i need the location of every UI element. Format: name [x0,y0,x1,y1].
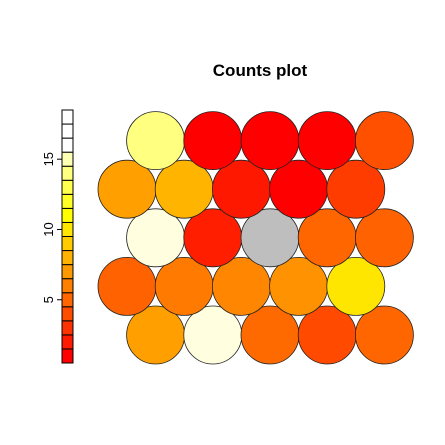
som-cell [354,208,414,268]
som-cell [354,305,414,365]
som-cell [297,305,357,365]
som-cell [240,305,300,365]
legend-swatch [61,151,74,167]
som-cell [269,256,329,316]
legend-tick-label: 10 [41,222,56,236]
legend-swatch [61,292,74,308]
som-cell [326,159,386,219]
legend-swatch [61,221,74,237]
som-cell [297,111,357,171]
som-cell [97,256,157,316]
legend-tick-label: 5 [41,296,56,303]
legend-swatch [61,179,74,195]
som-cell [126,208,186,268]
legend-swatch [61,306,74,322]
som-cell [354,111,414,171]
legend-swatch [61,264,74,280]
color-legend [61,109,74,364]
legend-swatch [61,109,74,125]
som-cell [297,208,357,268]
som-cell [211,159,271,219]
chart-title: Counts plot [213,61,308,80]
legend-swatch [61,137,74,153]
legend-swatch [61,334,74,350]
som-cell [240,111,300,171]
som-cell [183,208,243,268]
legend-swatch [61,193,74,209]
som-cell [326,256,386,316]
legend-axis: 5 10 15 [41,152,62,303]
som-cell [240,208,300,268]
som-cell [211,256,271,316]
legend-swatch [61,236,74,252]
som-cell [154,159,214,219]
som-cell [269,159,329,219]
legend-swatch [61,250,74,266]
som-grid [97,111,414,365]
som-cell [126,111,186,171]
som-cell [97,159,157,219]
som-cell [154,256,214,316]
legend-swatch [61,123,74,139]
legend-swatch [61,278,74,294]
legend-swatch [61,207,74,223]
legend-swatch [61,320,74,336]
som-cell [183,305,243,365]
legend-tick-label: 15 [41,152,56,166]
legend-swatch [61,348,74,364]
legend-swatch [61,165,74,181]
som-cell [183,111,243,171]
som-cell [126,305,186,365]
